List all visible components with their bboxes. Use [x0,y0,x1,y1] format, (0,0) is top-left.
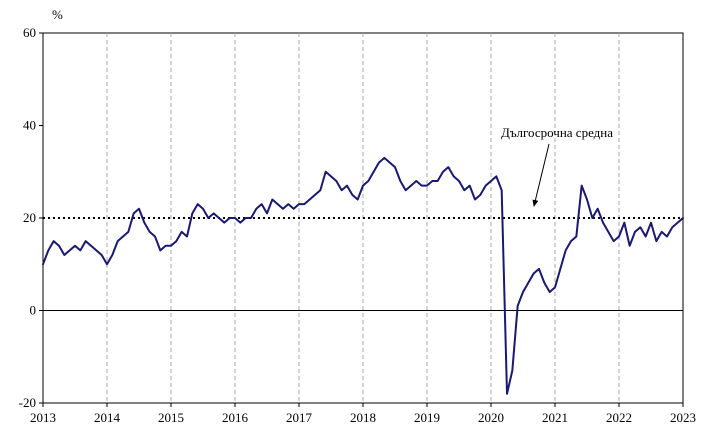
x-tick-label: 2023 [670,410,696,425]
x-tick-label: 2017 [286,410,313,425]
y-tick-label: 20 [23,210,36,225]
x-tick-label: 2016 [222,410,249,425]
y-tick-label: 0 [30,303,37,318]
x-tick-label: 2022 [606,410,632,425]
x-tick-label: 2019 [414,410,440,425]
x-tick-label: 2021 [542,410,568,425]
y-tick-label: 40 [23,118,36,133]
annotation-arrow [532,143,550,207]
y-tick-label: -20 [19,395,36,410]
average-line-annotation: Дългосрочна средна [501,125,613,140]
x-tick-label: 2014 [94,410,121,425]
x-tick-label: 2020 [478,410,504,425]
y-tick-label: 60 [23,25,36,40]
x-tick-label: 2015 [158,410,184,425]
series-line [42,156,684,395]
x-tick-label: 2018 [350,410,376,425]
y-axis-unit-label: % [52,7,63,22]
x-tick-label: 2013 [30,410,56,425]
